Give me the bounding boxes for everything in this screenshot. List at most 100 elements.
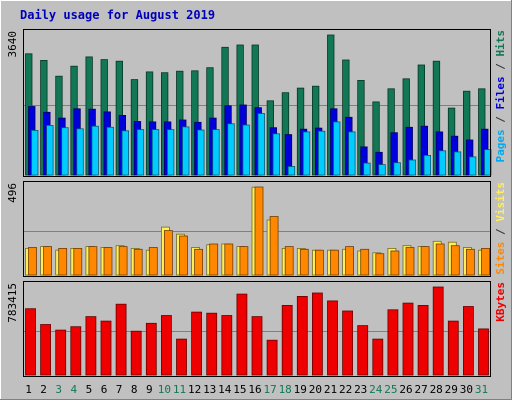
bar-kbytes-day-29 — [447, 320, 459, 376]
legend-part: / — [494, 110, 507, 130]
series-pages — [31, 113, 492, 176]
bar-kbytes-day-11 — [176, 338, 187, 376]
x-tick-label: 27 — [414, 383, 427, 396]
bar-sites-day-13 — [209, 243, 219, 276]
bar-sites-day-3 — [58, 247, 68, 276]
bar-pages-day-7 — [121, 130, 129, 176]
bar-sites-day-4 — [73, 247, 83, 276]
bar-pages-day-13 — [212, 129, 220, 176]
bar-pages-day-27 — [423, 154, 432, 176]
panel-mid-frame — [23, 181, 491, 277]
x-axis-labels: 1 2 3 4 5 6 7 8 9 10 11 12 13 14 15 16 17 18 19 20 21 22 23 24 2… — [25, 383, 488, 396]
x-tick-label: 21 — [324, 383, 337, 396]
panel-bottom-frame — [23, 281, 491, 377]
panel-bottom-legend: KBytes — [494, 282, 507, 322]
bar-sites-day-8 — [133, 248, 143, 276]
bar-kbytes-day-9 — [145, 322, 157, 376]
x-tick-label: 5 — [86, 383, 93, 396]
bar-pages-day-19 — [302, 131, 311, 176]
bar-pages-day-28 — [438, 150, 447, 176]
bar-sites-day-11 — [179, 235, 188, 276]
bar-pages-day-2 — [46, 125, 54, 176]
bar-kbytes-day-23 — [357, 325, 369, 376]
bar-sites-day-2 — [43, 246, 52, 276]
chart-title: Daily usage for August 2019 — [20, 8, 215, 22]
bar-sites-day-19 — [299, 248, 309, 276]
bar-pages-day-10 — [166, 129, 175, 176]
x-tick-label: 31 — [475, 383, 488, 396]
bar-sites-day-27 — [420, 246, 430, 276]
bar-sites-day-21 — [330, 249, 339, 276]
bar-kbytes-day-10 — [160, 315, 172, 376]
bar-sites-day-14 — [224, 243, 234, 276]
legend-part: / — [494, 57, 507, 77]
x-tick-label: 1 — [25, 383, 32, 396]
x-tick-label: 6 — [101, 383, 108, 396]
bar-sites-day-10 — [163, 230, 173, 276]
panel-mid-legend: Sites / Visits — [494, 182, 507, 275]
x-tick-label: 9 — [146, 383, 153, 396]
bar-pages-day-3 — [61, 127, 69, 176]
bar-kbytes-day-14 — [221, 315, 233, 376]
bar-pages-day-26 — [408, 159, 416, 176]
bar-pages-day-8 — [136, 129, 145, 176]
x-tick-label: 22 — [339, 383, 352, 396]
bar-sites-day-24 — [375, 253, 385, 276]
bar-pages-day-14 — [227, 123, 235, 176]
bar-pages-day-11 — [182, 126, 190, 176]
x-tick-label: 8 — [131, 383, 138, 396]
chart-panels: 3640 Pages / Files / Hits 496 Sites / Visit… — [6, 29, 507, 377]
bar-kbytes-day-22 — [342, 310, 354, 376]
bar-sites-day-22 — [345, 246, 355, 276]
x-tick-label: 24 — [369, 383, 383, 396]
bar-sites-day-16 — [254, 186, 264, 276]
bar-pages-day-25 — [393, 162, 401, 176]
bar-pages-day-30 — [468, 156, 477, 176]
panel-top-max-label: 3640 — [6, 31, 19, 58]
x-tick-label: 10 — [158, 383, 171, 396]
bar-sites-day-23 — [360, 248, 370, 276]
series-kbytes — [25, 286, 489, 376]
bar-sites-day-15 — [239, 246, 249, 276]
bar-sites-day-28 — [435, 243, 445, 276]
bar-kbytes-day-1 — [25, 308, 36, 376]
bar-kbytes-day-19 — [296, 295, 308, 376]
x-tick-label: 28 — [430, 383, 443, 396]
bar-kbytes-day-30 — [462, 306, 474, 376]
bar-pages-day-16 — [257, 113, 265, 176]
x-tick-label: 12 — [188, 383, 201, 396]
legend-part: Sites — [494, 242, 507, 275]
bar-sites-day-5 — [88, 246, 98, 276]
bar-kbytes-day-2 — [40, 324, 51, 376]
x-tick-label: 18 — [279, 383, 292, 396]
bar-pages-day-21 — [333, 121, 341, 176]
bar-sites-day-25 — [390, 250, 400, 276]
bar-kbytes-day-18 — [281, 304, 293, 376]
bar-pages-day-6 — [106, 126, 114, 176]
x-tick-label: 15 — [233, 383, 246, 396]
x-tick-label: 14 — [218, 383, 232, 396]
bar-kbytes-day-31 — [478, 328, 489, 376]
bar-kbytes-day-4 — [70, 326, 82, 376]
legend-part: Visits — [494, 182, 507, 222]
series-sites — [28, 186, 490, 276]
x-tick-label: 23 — [354, 383, 367, 396]
legend-part: Hits — [494, 30, 507, 57]
bar-kbytes-day-27 — [417, 304, 429, 376]
x-tick-label: 4 — [70, 383, 77, 396]
bar-pages-day-17 — [272, 133, 281, 176]
bar-sites-day-30 — [465, 248, 475, 276]
bar-sites-day-20 — [314, 249, 324, 276]
bar-sites-day-29 — [450, 245, 460, 276]
x-tick-label: 7 — [116, 383, 123, 396]
bar-kbytes-day-24 — [372, 338, 384, 376]
x-tick-label: 20 — [309, 383, 322, 396]
bar-sites-day-6 — [103, 247, 113, 276]
bar-kbytes-day-26 — [402, 302, 414, 376]
bar-sites-day-12 — [194, 248, 204, 276]
bar-sites-day-17 — [269, 216, 279, 276]
bar-sites-day-7 — [118, 246, 128, 276]
bar-sites-day-26 — [405, 247, 415, 276]
legend-part: / — [494, 222, 507, 242]
bar-pages-day-22 — [348, 131, 356, 176]
